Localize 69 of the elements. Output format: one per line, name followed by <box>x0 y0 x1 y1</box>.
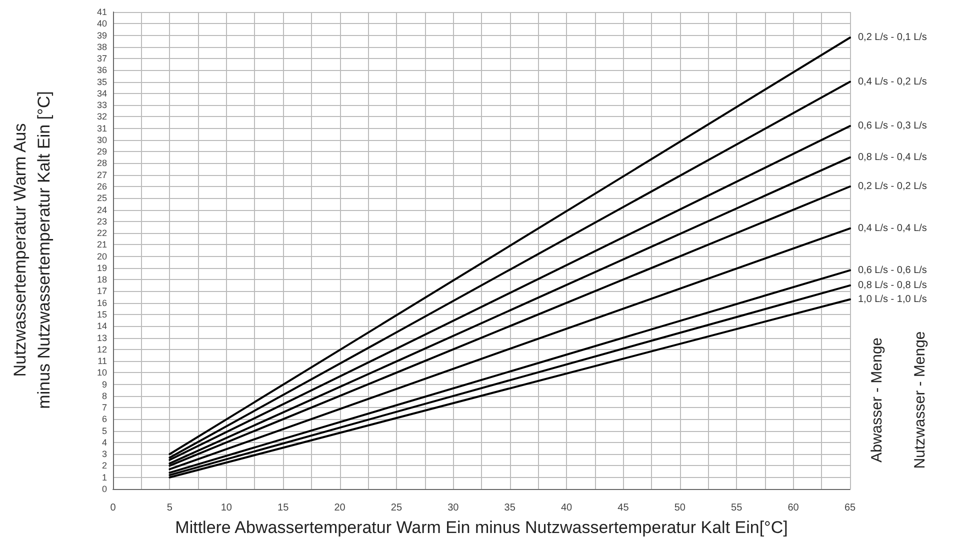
series-label: 1,0 L/s - 1,0 L/s <box>858 294 927 305</box>
y-axis-title: Nutzwassertemperatur Warm Aus minus Nutzwassertemperatur Kalt Ein [°C] <box>10 91 54 409</box>
text: Nutzwasser - Menge <box>912 331 928 469</box>
text: Abwasser - Menge <box>868 337 886 463</box>
y-tick-label: 5 <box>102 426 107 436</box>
y-tick-label: 8 <box>102 390 107 401</box>
series-label: 0,4 L/s - 0,2 L/s <box>858 76 927 88</box>
y-tick-label: 41 <box>96 7 107 17</box>
series-label: 0,4 L/s - 0,4 L/s <box>858 222 927 234</box>
y-tick-label: 20 <box>96 251 107 262</box>
y-tick-label: 2 <box>102 460 107 471</box>
x-axis-title: Mittlere Abwassertemperatur Warm Ein minus Nutzwassertemperatur Kalt Ein[°C] <box>175 518 788 537</box>
y-tick-label: 22 <box>96 228 107 238</box>
series-label: 0,2 L/s - 0,1 L/s <box>858 32 927 44</box>
y-tick-label: 18 <box>96 274 107 285</box>
series-label: 0,2 L/s - 0,2 L/s <box>858 181 927 192</box>
x-tick-label: 25 <box>390 502 402 514</box>
y-tick-label: 7 <box>102 402 107 413</box>
y-tick-label: 12 <box>96 344 107 354</box>
x-tick-label: 5 <box>166 502 173 514</box>
y-tick-label: 24 <box>96 204 107 215</box>
y-tick-label: 6 <box>102 414 107 424</box>
y-tick-label: 0 <box>102 484 107 494</box>
series-label: 0,8 L/s - 0,8 L/s <box>858 280 927 291</box>
x-tick-label: 65 <box>844 502 856 514</box>
y-tick-label: 19 <box>96 262 107 273</box>
y-tick-label: 37 <box>96 54 107 64</box>
y-tick-label: 26 <box>96 182 107 192</box>
y-tick-label: 15 <box>96 309 107 320</box>
y-tick-label: 9 <box>102 379 107 390</box>
y-tick-label: 14 <box>96 321 107 332</box>
series-label: 0,6 L/s - 0,3 L/s <box>858 120 927 132</box>
x-tick-label: 30 <box>448 502 460 514</box>
y-tick-label: 35 <box>96 76 107 87</box>
y-tick-label: 25 <box>96 193 107 204</box>
y-tick-label: 13 <box>96 332 107 343</box>
series-label: 0,8 L/s - 0,4 L/s <box>858 152 927 163</box>
y-tick-label: 10 <box>96 368 107 378</box>
y-tick-label: 40 <box>96 18 107 29</box>
series-label: 0,6 L/s - 0,6 L/s <box>858 264 927 276</box>
x-tick-label: 0 <box>110 502 116 514</box>
y-tick-label: 1 <box>102 472 107 482</box>
x-tick-label: 55 <box>731 502 743 514</box>
y-tick-label: 30 <box>96 134 107 145</box>
y-tick-label: 4 <box>102 437 107 448</box>
y-tick-label: 28 <box>96 158 107 168</box>
y-tick-label: 11 <box>98 356 107 366</box>
x-tick-label: 35 <box>504 502 516 514</box>
x-tick-label: 15 <box>278 502 290 514</box>
y-tick-label: 27 <box>96 170 107 180</box>
y-tick-label: 33 <box>96 100 107 110</box>
x-tick-label: 10 <box>220 502 232 514</box>
y-tick-label: 23 <box>96 216 107 226</box>
y-tick-label: 32 <box>96 112 107 122</box>
y-tick-label: 3 <box>102 449 107 460</box>
y-tick-label: 16 <box>96 298 107 308</box>
y-tick-label: 17 <box>96 286 107 296</box>
x-tick-label: 45 <box>618 502 630 514</box>
y-tick-label: 34 <box>96 88 107 98</box>
x-tick-label: 20 <box>334 502 346 514</box>
y-tick-label: 38 <box>96 42 107 52</box>
x-tick-label: 50 <box>674 502 686 514</box>
y-tick-label: 21 <box>96 240 107 250</box>
y-tick-label: 29 <box>96 146 107 157</box>
x-tick-label: 40 <box>560 502 573 514</box>
y-tick-label: 31 <box>96 123 107 134</box>
y-tick-label: 39 <box>96 30 107 40</box>
x-tick-label: 60 <box>788 502 800 514</box>
y-tick-label: 36 <box>96 65 107 76</box>
